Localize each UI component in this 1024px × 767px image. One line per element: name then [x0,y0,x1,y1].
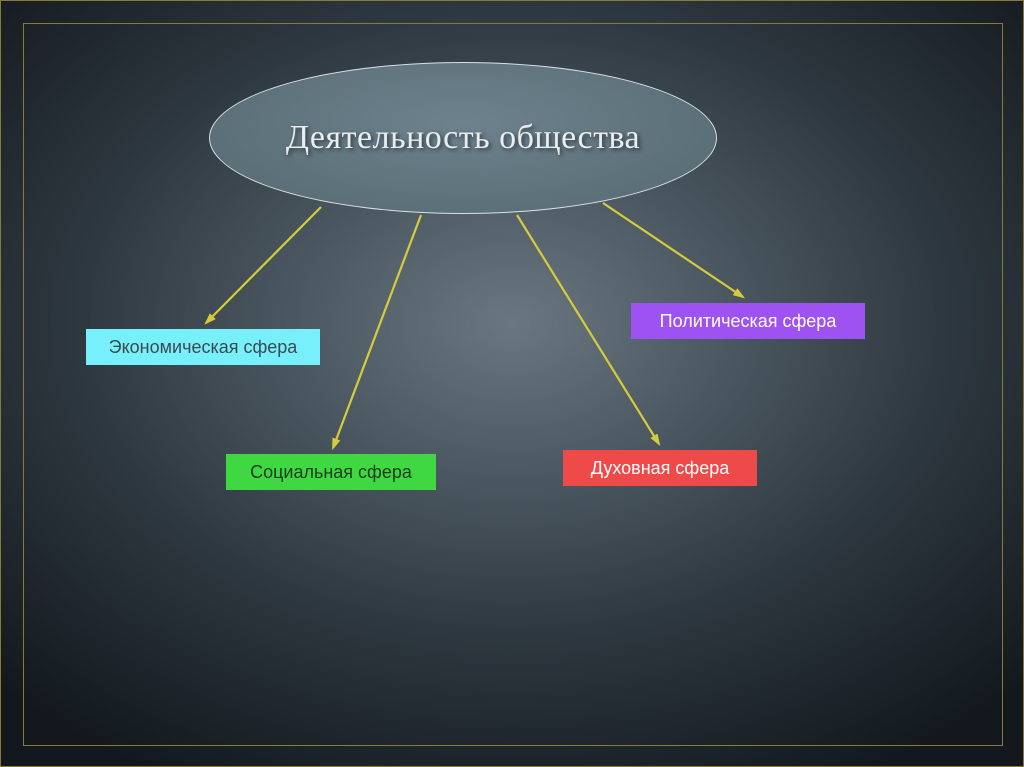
box-label-social: Социальная сфера [250,462,412,483]
slide: Деятельность общества Экономическая сфер… [0,0,1024,767]
title-text: Деятельность общества [286,119,640,157]
box-economic: Экономическая сфера [86,329,320,365]
box-label-political: Политическая сфера [660,311,837,332]
box-social: Социальная сфера [226,454,436,490]
title-ellipse: Деятельность общества [209,62,717,214]
box-political: Политическая сфера [631,303,865,339]
box-label-economic: Экономическая сфера [109,337,298,358]
box-label-spiritual: Духовная сфера [591,458,730,479]
box-spiritual: Духовная сфера [563,450,757,486]
